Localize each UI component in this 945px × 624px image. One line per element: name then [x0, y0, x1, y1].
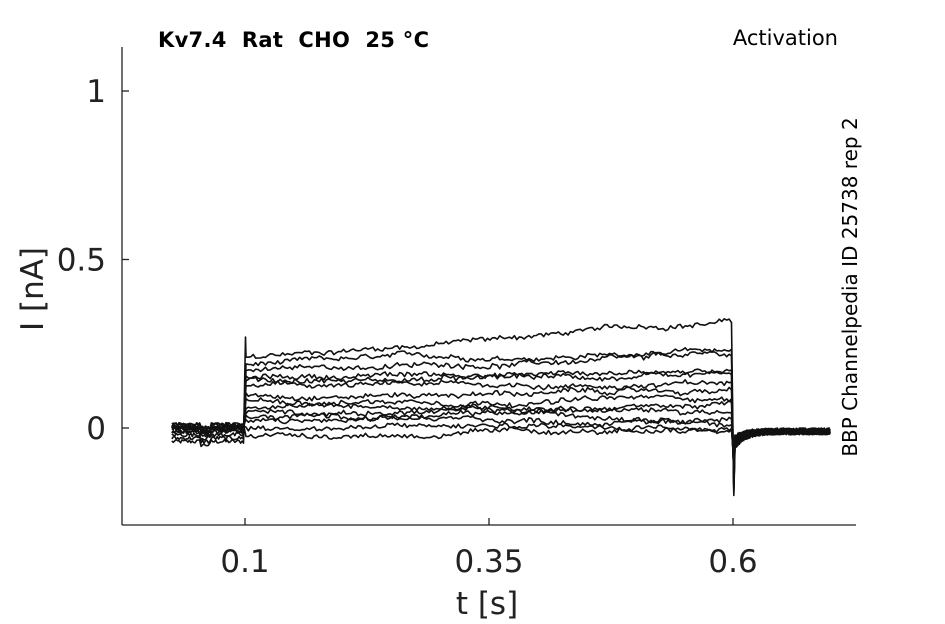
y-tick-label: 0 — [86, 411, 106, 447]
current-traces — [171, 318, 831, 497]
y-tick-label: 1 — [86, 74, 106, 110]
y-tick-label: 0.5 — [57, 243, 106, 279]
current-trace-14 — [171, 421, 831, 462]
x-tick-label: 0.1 — [220, 544, 269, 580]
x-tick-label: 0.6 — [708, 544, 757, 580]
current-trace-13 — [171, 421, 831, 464]
chart-title: Kv7.4 Rat CHO 25 °C — [158, 28, 430, 52]
axes: 0.1 0.35 0.6 0 0.5 1 — [57, 47, 856, 580]
protocol-label: Activation — [732, 26, 838, 50]
x-tick-label: 0.35 — [454, 544, 523, 580]
y-axis-label: I [nA] — [15, 247, 51, 331]
x-axis-label: t [s] — [456, 586, 518, 622]
